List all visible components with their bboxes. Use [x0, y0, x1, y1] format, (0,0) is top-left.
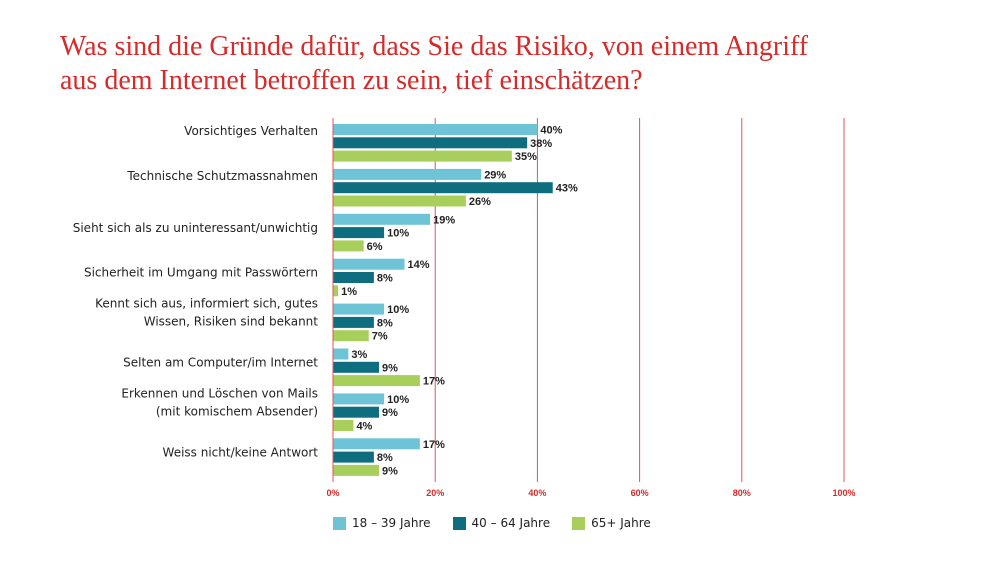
bar — [333, 406, 379, 418]
data-label: 10% — [387, 228, 409, 240]
bar — [333, 137, 528, 149]
data-label: 1% — [341, 286, 357, 298]
legend-item: 65+ Jahre — [572, 516, 651, 530]
bar — [333, 150, 512, 162]
bar — [333, 213, 431, 225]
data-label: 10% — [387, 394, 409, 406]
bar — [333, 316, 374, 328]
data-label: 3% — [351, 349, 367, 361]
data-label: 35% — [515, 151, 537, 163]
legend-label: 40 – 64 Jahre — [471, 516, 551, 530]
bar — [333, 240, 364, 252]
data-label: 40% — [540, 125, 562, 137]
x-tick-label: 20% — [426, 488, 444, 498]
data-label: 38% — [530, 138, 552, 150]
x-tick-label: 0% — [326, 488, 339, 498]
x-tick-label: 80% — [733, 488, 751, 498]
legend-label: 65+ Jahre — [591, 516, 651, 530]
chart-title-line-2: aus dem Internet betroffen zu sein, tief… — [60, 65, 643, 96]
category-label: Vorsichtiges Verhalten — [184, 124, 318, 138]
legend-item: 40 – 64 Jahre — [452, 516, 551, 530]
data-label: 26% — [469, 196, 491, 208]
data-label: 19% — [433, 214, 455, 226]
data-label: 9% — [382, 465, 398, 477]
data-label: 10% — [387, 304, 409, 316]
legend-item: 18 – 39 Jahre — [333, 516, 431, 530]
data-label: 4% — [356, 421, 372, 433]
chart-title-line-1: Was sind die Gründe dafür, dass Sie das … — [60, 31, 809, 62]
category-label: Wissen, Risiken sind bekannt — [144, 315, 319, 329]
data-label: 29% — [484, 169, 506, 181]
bar — [333, 330, 369, 342]
data-label: 14% — [408, 259, 430, 271]
bar — [333, 195, 466, 207]
bar — [333, 420, 354, 431]
data-label: 7% — [372, 331, 388, 343]
bar — [333, 124, 538, 135]
category-label: Technische Schutzmassnahmen — [126, 169, 318, 183]
x-tick-label: 100% — [832, 488, 855, 498]
bar — [333, 375, 420, 387]
bar — [333, 464, 379, 476]
data-label: 8% — [377, 317, 393, 329]
bar — [333, 285, 339, 297]
category-label: Kennt sich aus, informiert sich, gutes — [95, 297, 318, 311]
bar — [333, 168, 482, 180]
bar — [333, 348, 349, 360]
data-label: 17% — [423, 376, 445, 388]
x-tick-label: 60% — [631, 488, 649, 498]
data-label: 9% — [382, 362, 398, 374]
legend-swatch — [452, 516, 466, 530]
category-label: Erkennen und Löschen von Mails — [121, 386, 318, 400]
data-label: 9% — [382, 407, 398, 419]
category-label: Selten am Computer/im Internet — [123, 355, 318, 369]
category-label: Weiss nicht/keine Antwort — [163, 445, 319, 459]
chart-title: Was sind die Gründe dafür, dass Sie das … — [60, 30, 960, 98]
category-label: (mit komischem Absender) — [156, 404, 318, 418]
x-tick-label: 40% — [528, 488, 546, 498]
bar — [333, 258, 405, 270]
bar — [333, 303, 385, 315]
legend-label: 18 – 39 Jahre — [352, 516, 431, 530]
bar — [333, 361, 379, 373]
data-label: 43% — [556, 183, 578, 195]
legend-swatch — [572, 516, 586, 530]
legend-swatch — [333, 516, 346, 530]
category-label: Sieht sich als zu uninteressant/unwichti… — [73, 221, 318, 235]
data-label: 8% — [377, 452, 393, 464]
category-label: Sicherheit im Umgang mit Passwörtern — [84, 266, 318, 280]
data-label: 8% — [377, 273, 393, 285]
data-label: 6% — [367, 241, 383, 253]
chart-legend: 18 – 39 Jahre 40 – 64 Jahre 65+ Jahre — [333, 516, 651, 530]
data-label: 17% — [423, 439, 445, 451]
bar — [333, 227, 385, 239]
bar — [333, 438, 420, 450]
bar — [333, 393, 385, 405]
bar — [333, 182, 553, 194]
bar — [333, 451, 374, 463]
bar — [333, 272, 374, 283]
